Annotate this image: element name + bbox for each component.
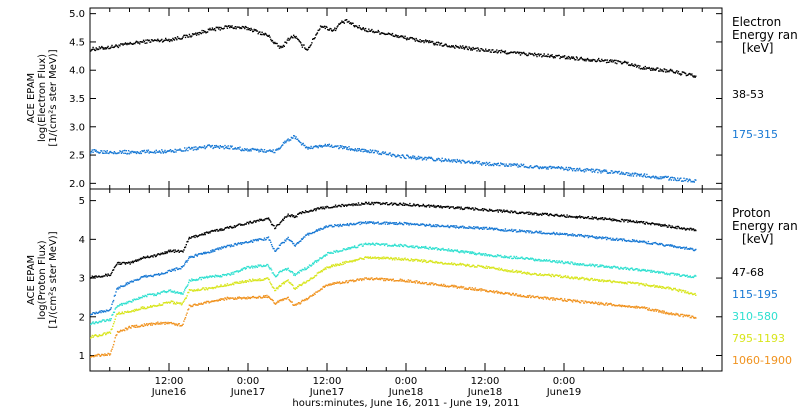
proton-series-310-580 [90, 242, 697, 326]
xtick-date-label: June18 [467, 387, 503, 398]
xtick-date-label: June17 [309, 387, 345, 398]
proton-ytick-label: 5 [79, 196, 85, 207]
xtick-date-label: June19 [546, 387, 582, 398]
proton-legend-unit: [keV] [742, 232, 773, 246]
electron-ytick-label: 2.5 [69, 151, 85, 162]
proton-legend-item: 115-195 [732, 288, 778, 301]
proton-legend-subtitle: Energy ran [732, 219, 798, 233]
xtick-time-label: 0:00 [237, 376, 259, 387]
proton-ytick-label: 3 [79, 274, 85, 285]
proton-series-115-195 [90, 221, 697, 316]
x-axis-title: hours:minutes, June 16, 2011 - June 19, … [292, 398, 519, 409]
proton-ytick-label: 2 [79, 312, 85, 323]
electron-ytick-label: 2.0 [69, 179, 85, 190]
electron-y-label-line2: log(Electron Flux) [37, 54, 48, 142]
electron-series [90, 19, 697, 183]
electron-legend-title: Electron [732, 15, 781, 29]
electron-ytick-label: 5.0 [69, 9, 85, 20]
proton-series-1060-1900 [90, 277, 697, 358]
electron-ytick-label: 3.5 [69, 94, 85, 105]
proton-legend-item: 1060-1900 [732, 354, 792, 367]
xtick-date-label: June17 [230, 387, 266, 398]
proton-y-label-line2: log(Proton Flux) [37, 240, 48, 319]
xtick-date-label: June16 [151, 387, 187, 398]
proton-panel-frame [89, 188, 723, 372]
electron-ytick-label: 4.0 [69, 66, 85, 77]
xtick-date-label: June18 [388, 387, 424, 398]
electron-legend-unit: [keV] [742, 41, 773, 55]
electron-y-label-line1: ACE EPAM [26, 73, 37, 123]
xtick-time-label: 12:00 [313, 376, 342, 387]
proton-y-ticks: 1 2 3 4 5 [79, 196, 722, 362]
proton-y-label: ACE EPAM log(Proton Flux) [1/(cm²s ster … [26, 231, 59, 328]
electron-ytick-label: 4.5 [69, 37, 85, 48]
electron-series-points [90, 135, 697, 183]
proton-ytick-label: 4 [79, 235, 85, 246]
electron-series-points [90, 19, 697, 78]
proton-legend: Proton Energy ran [keV] 47-68 115-195 310-… [732, 206, 798, 367]
proton-legend-item: 47-68 [732, 266, 764, 279]
electron-y-ticks: 2.0 2.5 3.0 3.5 4.0 4.5 5.0 [69, 9, 722, 190]
proton-legend-title: Proton [732, 206, 771, 220]
electron-ytick-label: 3.0 [69, 122, 85, 133]
electron-legend-item: 175-315 [732, 128, 778, 141]
electron-y-label: ACE EPAM log(Electron Flux) [1/(cm²s ste… [26, 49, 59, 146]
xtick-time-label: 12:00 [155, 376, 184, 387]
proton-series-points [90, 221, 697, 316]
electron-series-38-53 [90, 19, 697, 78]
electron-series-175-315 [90, 135, 697, 183]
proton-series-points [90, 277, 697, 358]
electron-legend-item: 38-53 [732, 88, 764, 101]
proton-y-label-line3: [1/(cm²s ster MeV)] [48, 231, 59, 328]
xtick-time-label: 0:00 [395, 376, 417, 387]
electron-legend: Electron Energy ran [keV] 38-53 175-315 [732, 15, 798, 141]
xtick-time-label: 12:00 [471, 376, 500, 387]
proton-legend-item: 795-1193 [732, 332, 785, 345]
proton-ytick-label: 1 [79, 351, 85, 362]
xtick-time-label: 0:00 [553, 376, 575, 387]
proton-series-points [90, 242, 697, 326]
proton-series [90, 201, 697, 358]
x-ticks: 12:00June160:00June1712:00June170:00June… [89, 8, 723, 398]
proton-legend-item: 310-580 [732, 310, 778, 323]
proton-y-label-line1: ACE EPAM [26, 255, 37, 305]
electron-legend-subtitle: Energy ran [732, 28, 798, 42]
electron-y-label-line3: [1/(cm²s ster MeV)] [48, 49, 59, 146]
